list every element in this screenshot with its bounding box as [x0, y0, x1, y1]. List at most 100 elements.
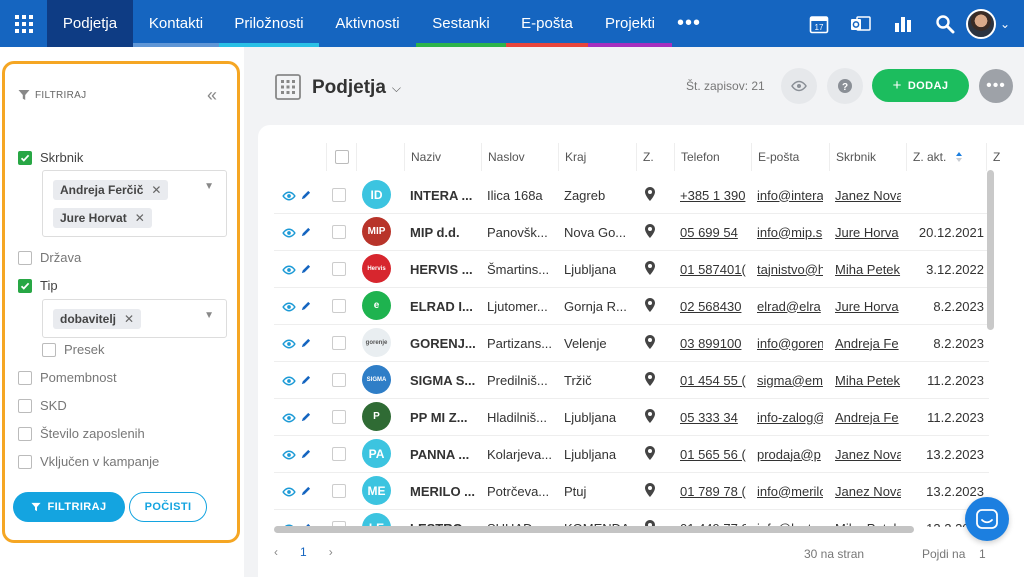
search-icon[interactable]	[924, 0, 966, 47]
map-pin-icon[interactable]	[645, 261, 655, 280]
company-phone[interactable]: 01 454 55 (	[680, 372, 746, 388]
view-eye-button[interactable]	[781, 68, 817, 104]
company-phone[interactable]: +385 1 390	[680, 187, 746, 203]
reports-chart-icon[interactable]	[882, 0, 924, 47]
company-name[interactable]: PANNA ...	[410, 446, 470, 462]
column-header-last-activity[interactable]: Z. akt.	[906, 143, 986, 171]
remove-tag-icon[interactable]: ✕	[124, 312, 135, 326]
help-button[interactable]: ?	[827, 68, 863, 104]
next-page-button[interactable]: ›	[328, 545, 333, 559]
company-owner[interactable]: Miha Petek	[835, 261, 901, 277]
dropdown-caret-icon[interactable]: ▼	[204, 310, 214, 321]
edit-pencil-icon[interactable]	[300, 373, 311, 391]
more-options-button[interactable]: •••	[979, 69, 1013, 103]
vertical-scrollbar[interactable]	[987, 170, 994, 330]
company-name[interactable]: INTERA ...	[410, 187, 473, 203]
company-email[interactable]: sigma@em	[757, 372, 823, 388]
edit-pencil-icon[interactable]	[300, 225, 311, 243]
tab-priloznosti[interactable]: Priložnosti	[219, 0, 319, 47]
filter-importance[interactable]: Pomembnost	[18, 370, 117, 385]
row-checkbox[interactable]	[332, 262, 346, 276]
company-email[interactable]: tajnistvo@h	[757, 261, 823, 277]
company-phone[interactable]: 02 568430	[680, 298, 742, 314]
map-pin-icon[interactable]	[645, 483, 655, 502]
company-phone[interactable]: 05 333 34	[680, 409, 738, 425]
table-row[interactable]: MIP MIP d.d. Panovšk... Nova Go... 05 699 54…	[274, 214, 989, 251]
row-checkbox[interactable]	[332, 373, 346, 387]
collapse-sidebar-icon[interactable]: «	[206, 85, 217, 105]
row-checkbox[interactable]	[332, 225, 346, 239]
view-eye-icon[interactable]	[282, 410, 296, 428]
map-pin-icon[interactable]	[645, 335, 655, 354]
company-owner[interactable]: Jure Horva	[835, 224, 899, 240]
owner-multiselect[interactable]: Andreja Ferčič ✕ Jure Horvat ✕ ▼	[42, 170, 227, 237]
company-name[interactable]: LESTRO...	[410, 510, 476, 528]
view-eye-icon[interactable]	[282, 225, 296, 243]
company-name[interactable]: PP MI Z...	[410, 409, 468, 425]
previous-page-button[interactable]: ‹	[274, 545, 278, 559]
company-owner[interactable]: Janez Nova	[835, 483, 901, 499]
row-checkbox[interactable]	[332, 447, 346, 461]
filter-employees[interactable]: Število zaposlenih	[18, 426, 145, 441]
tab-aktivnosti[interactable]: Aktivnosti	[319, 0, 416, 47]
row-checkbox[interactable]	[332, 410, 346, 424]
company-email[interactable]: info@mip.s	[757, 224, 823, 240]
horizontal-scrollbar[interactable]	[274, 526, 914, 533]
company-owner[interactable]: Miha Petek	[835, 372, 901, 388]
company-email[interactable]: info-zalog@	[757, 409, 823, 425]
user-avatar[interactable]	[965, 8, 996, 39]
checkbox-skd[interactable]	[18, 398, 32, 413]
column-header-name[interactable]: Naziv	[404, 143, 482, 171]
company-name[interactable]: SIGMA S...	[410, 372, 476, 388]
type-multiselect[interactable]: dobavitelj ✕ ▼	[42, 299, 227, 338]
company-name[interactable]: MIP d.d.	[410, 224, 460, 240]
company-owner[interactable]: Andreja Fe	[835, 409, 899, 425]
map-pin-icon[interactable]	[645, 187, 655, 206]
company-owner[interactable]: Miha Petek	[835, 510, 901, 528]
company-phone[interactable]: 01 565 56 (	[680, 446, 746, 462]
row-checkbox[interactable]	[332, 299, 346, 313]
checkbox-country[interactable]	[18, 250, 32, 265]
goto-page-input[interactable]: 1	[979, 547, 986, 561]
edit-pencil-icon[interactable]	[300, 299, 311, 317]
edit-pencil-icon[interactable]	[300, 410, 311, 428]
filter-campaign[interactable]: Vključen v kampanje	[18, 454, 159, 469]
table-row[interactable]: e ELRAD I... Ljutomer... Gornja R... 02 5684…	[274, 288, 989, 325]
view-eye-icon[interactable]	[282, 373, 296, 391]
map-pin-icon[interactable]	[645, 446, 655, 465]
map-pin-icon[interactable]	[645, 409, 655, 428]
company-email[interactable]: info@goren	[757, 335, 823, 351]
checkbox-campaign[interactable]	[18, 454, 32, 469]
edit-pencil-icon[interactable]	[300, 447, 311, 465]
remove-tag-icon[interactable]: ✕	[151, 183, 162, 197]
select-all-checkbox[interactable]	[335, 150, 349, 164]
edit-pencil-icon[interactable]	[300, 262, 311, 280]
column-header-phone[interactable]: Telefon	[674, 143, 752, 171]
table-row[interactable]: LE LESTRO... SUHAD... KOMENDA 01 449 77 9 inf…	[274, 510, 989, 527]
checkbox-importance[interactable]	[18, 370, 32, 385]
current-page[interactable]: 1	[300, 545, 307, 559]
company-phone[interactable]: 01 449 77 9	[680, 510, 746, 528]
column-header-owner[interactable]: Skrbnik	[829, 143, 907, 171]
page-title[interactable]: Podjetja ⌵	[312, 77, 401, 99]
tab-kontakti[interactable]: Kontakti	[133, 0, 219, 47]
edit-pencil-icon[interactable]	[300, 336, 311, 354]
company-phone[interactable]: 01 587401(	[680, 261, 746, 277]
tab-podjetja[interactable]: Podjetja	[47, 0, 133, 47]
filter-owner[interactable]: Skrbnik	[18, 150, 83, 165]
view-eye-icon[interactable]	[282, 447, 296, 465]
company-email[interactable]: elrad@elra	[757, 298, 821, 314]
table-row[interactable]: P PP MI Z... Hladilniš... Ljubljana 05 333 3…	[274, 399, 989, 436]
checkbox-type[interactable]	[18, 278, 32, 293]
tab-eposta[interactable]: E-pošta	[506, 0, 588, 47]
company-email[interactable]: info@merilo	[757, 483, 823, 499]
view-eye-icon[interactable]	[282, 188, 296, 206]
view-eye-icon[interactable]	[282, 262, 296, 280]
row-checkbox[interactable]	[332, 336, 346, 350]
checkbox-owner[interactable]	[18, 150, 32, 165]
table-row[interactable]: Hervis HERVIS ... Šmartins... Ljubljana 01 5…	[274, 251, 989, 288]
map-pin-icon[interactable]	[645, 372, 655, 391]
outlook-icon[interactable]	[840, 0, 882, 47]
clear-filter-button[interactable]: POČISTI	[129, 492, 207, 522]
map-pin-icon[interactable]	[645, 298, 655, 317]
